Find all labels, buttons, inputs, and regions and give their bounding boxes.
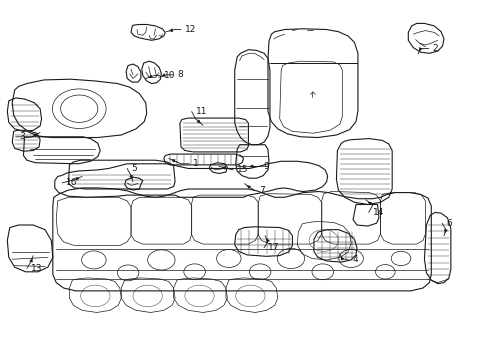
Text: 12: 12 <box>184 25 196 34</box>
Text: 6: 6 <box>445 219 451 228</box>
Text: 15: 15 <box>237 165 248 174</box>
Text: 8: 8 <box>177 71 183 79</box>
Text: 11: 11 <box>195 107 207 116</box>
Text: 16: 16 <box>66 178 78 187</box>
Text: 2: 2 <box>432 44 438 53</box>
Text: 14: 14 <box>372 208 383 217</box>
Text: 1: 1 <box>193 159 199 168</box>
Text: 13: 13 <box>31 264 42 273</box>
Text: 7: 7 <box>259 186 264 195</box>
Text: 10: 10 <box>163 71 175 80</box>
Text: 17: 17 <box>267 243 279 252</box>
Text: 4: 4 <box>351 255 357 264</box>
Text: 3: 3 <box>20 132 25 141</box>
Text: 9: 9 <box>263 162 268 171</box>
Text: 5: 5 <box>131 164 137 173</box>
